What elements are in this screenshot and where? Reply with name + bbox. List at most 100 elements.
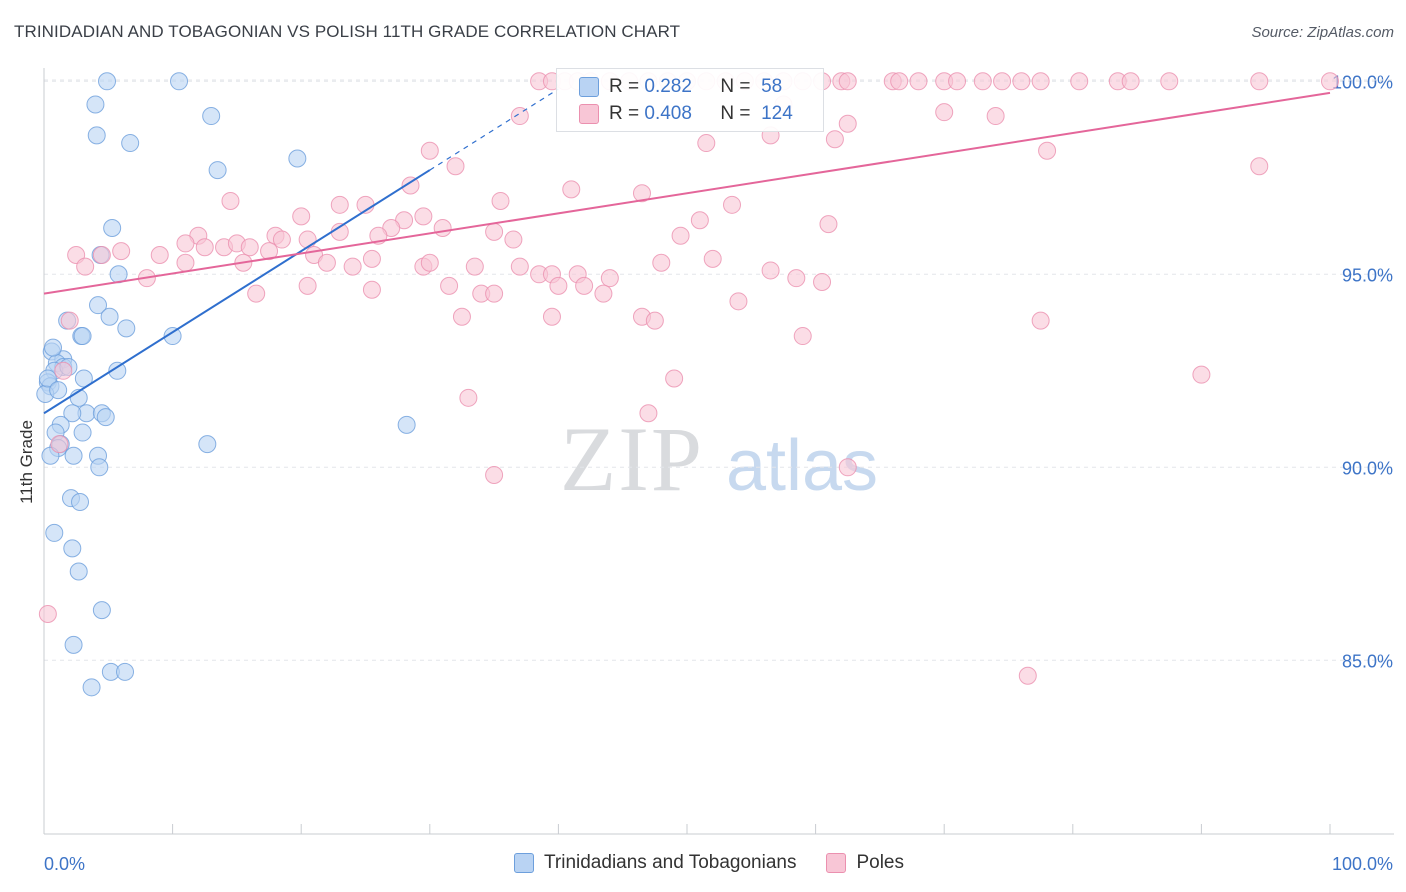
pink-point — [485, 284, 504, 303]
blue-point — [121, 134, 140, 153]
blue-point — [64, 635, 83, 654]
pink-point — [1121, 72, 1140, 91]
blue-point — [288, 149, 307, 168]
pink-point — [330, 195, 349, 214]
pink-point — [1070, 72, 1089, 91]
blue-point — [90, 458, 109, 477]
blue-point — [163, 327, 182, 346]
blue-point — [208, 161, 227, 180]
r-value: 0.282 — [644, 76, 692, 97]
pink-point — [948, 72, 967, 91]
pink-trendline — [43, 91, 1331, 295]
pink-point — [819, 215, 838, 234]
pink-point — [362, 280, 381, 299]
blue-point — [202, 107, 221, 126]
pink-point — [838, 72, 857, 91]
blue-point — [98, 72, 117, 91]
pink-point — [549, 276, 568, 295]
pink-point — [973, 72, 992, 91]
pink-point — [1250, 72, 1269, 91]
blue-swatch-icon — [514, 853, 534, 873]
pink-point — [986, 107, 1005, 126]
legend-row-poles: R = 0.408 N = 124 — [579, 101, 793, 127]
pink-point — [240, 238, 259, 257]
blue-point — [170, 72, 189, 91]
pink-point — [935, 103, 954, 122]
blue-point — [44, 338, 63, 357]
pink-point — [440, 276, 459, 295]
blue-swatch-icon — [579, 77, 599, 97]
pink-point — [890, 72, 909, 91]
pink-point — [690, 211, 709, 230]
blue-point — [49, 381, 68, 400]
pink-point — [452, 307, 471, 326]
blue-point — [108, 361, 127, 380]
pink-point — [645, 311, 664, 330]
pink-point — [1250, 157, 1269, 176]
r-label: R = — [609, 103, 640, 124]
pink-point — [504, 230, 523, 249]
pink-point — [793, 327, 812, 346]
blue-point — [38, 369, 57, 388]
pink-point — [247, 284, 266, 303]
blue-point — [82, 678, 101, 697]
pink-point — [703, 249, 722, 268]
pink-point — [1031, 311, 1050, 330]
pink-point — [723, 195, 742, 214]
pink-point — [562, 180, 581, 199]
blue-trendline-extension — [429, 88, 559, 171]
pink-point — [1031, 72, 1050, 91]
pink-point — [652, 253, 671, 272]
pink-point — [298, 276, 317, 295]
pink-point — [510, 257, 529, 276]
n-value: 124 — [761, 103, 793, 124]
blue-point — [397, 415, 416, 434]
pink-point — [60, 311, 79, 330]
pink-point — [420, 141, 439, 160]
blue-point — [86, 95, 105, 114]
pink-point — [671, 226, 690, 245]
legend-item-poles[interactable]: Poles — [826, 852, 904, 874]
y-tick-label: 95.0% — [1342, 265, 1393, 285]
pink-point — [825, 130, 844, 149]
pink-point — [600, 269, 619, 288]
pink-point — [446, 157, 465, 176]
y-tick-label: 85.0% — [1342, 651, 1393, 671]
pink-point — [38, 604, 57, 623]
r-value: 0.408 — [644, 103, 692, 124]
blue-point — [87, 126, 106, 145]
pink-point — [665, 369, 684, 388]
blue-point — [100, 307, 119, 326]
pink-point — [485, 222, 504, 241]
n-label: N = — [720, 76, 751, 97]
blue-point — [71, 493, 90, 512]
pink-swatch-icon — [826, 853, 847, 873]
blue-point — [73, 423, 92, 442]
legend-item-trinidadians[interactable]: Trinidadians and Tobagonians — [514, 852, 796, 874]
pink-point — [221, 191, 240, 210]
pink-point — [76, 257, 95, 276]
x-tick-label: 100.0% — [1332, 854, 1393, 874]
pink-point — [317, 253, 336, 272]
pink-point — [697, 134, 716, 153]
blue-point — [63, 539, 82, 558]
pink-point — [909, 72, 928, 91]
n-value: 58 — [761, 76, 783, 97]
pink-point — [433, 218, 452, 237]
legend-row-trinidadians: R = 0.282 N = 58 — [579, 74, 782, 100]
pink-point — [150, 246, 169, 264]
blue-point — [103, 218, 122, 237]
pink-point — [465, 257, 484, 276]
pink-point — [813, 273, 832, 292]
pink-point — [838, 114, 857, 133]
blue-point — [92, 601, 111, 620]
pink-point — [401, 176, 420, 195]
blue-trendline — [43, 169, 431, 415]
pink-point — [575, 276, 594, 295]
pink-point — [639, 404, 658, 423]
pink-point — [343, 257, 362, 276]
pink-point — [1012, 72, 1031, 91]
pink-point — [420, 253, 439, 272]
pink-point — [362, 249, 381, 268]
blue-point — [96, 408, 115, 427]
